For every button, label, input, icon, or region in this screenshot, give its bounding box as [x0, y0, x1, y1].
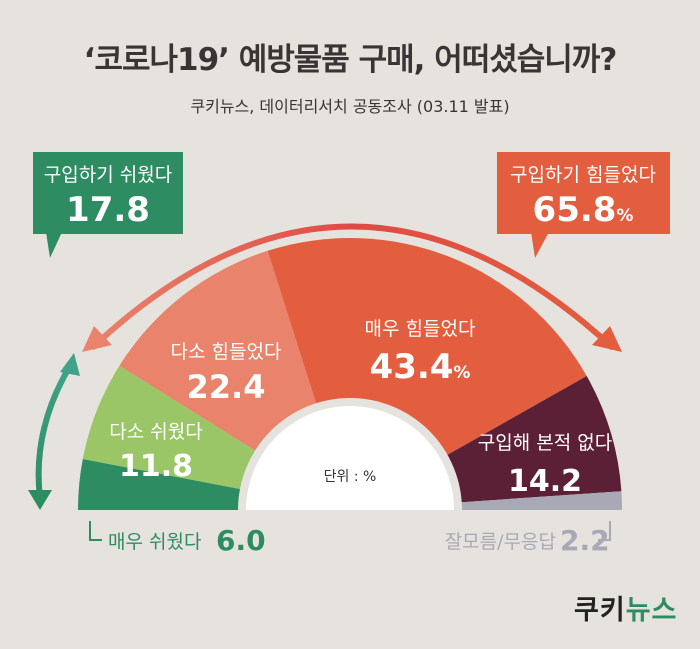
page-title: ‘코로나19’ 예방물품 구매, 어떠셨습니까?: [83, 42, 618, 78]
group-value-hard: 65.8%: [533, 190, 634, 230]
hub-center: [246, 406, 454, 510]
slice-label-3: 다소 힘들었다: [171, 341, 282, 363]
group-label-easy: 구입하기 쉬웠다: [44, 164, 172, 186]
brand-logo: 쿠키뉴스: [574, 595, 678, 626]
group-box-easy-tail: [46, 232, 62, 258]
group-box-hard: [497, 152, 670, 234]
left-arrow: [35, 364, 73, 499]
group-box-easy: [33, 152, 183, 234]
arc-arrowhead-right: [592, 326, 622, 352]
group-value-easy: 17.8: [66, 190, 150, 230]
left-arrowhead-up: [60, 353, 80, 376]
unit-note: 단위 : %: [324, 469, 377, 485]
slice-label-2: 다소 쉬웠다: [109, 421, 202, 443]
arc-arrow: [89, 223, 616, 351]
slice-value-2: 11.8: [119, 449, 193, 484]
bracket-left: [89, 521, 102, 541]
slice-value-5: 14.2: [508, 464, 582, 499]
slice-value-1: 6.0: [216, 524, 266, 557]
slice-value-6: 2.2: [560, 524, 610, 557]
bracket-right: [598, 521, 611, 541]
slice-label-6: 잘모름/무응답: [445, 531, 556, 553]
arc-arrowhead-left: [82, 326, 112, 352]
group-box-hard-tail: [531, 232, 549, 258]
slice-value-3: 22.4: [187, 368, 266, 406]
slice-label-4: 매우 힘들었다: [365, 318, 476, 340]
slice-label-1: 매우 쉬웠다: [108, 531, 201, 553]
page-subtitle: 쿠키뉴스, 데이터리서치 공동조사 (03.11 발표): [190, 97, 510, 116]
group-label-hard: 구입하기 힘들었다: [510, 164, 656, 186]
slice-value-4: 43.4%: [370, 347, 471, 387]
left-arrowhead-down: [28, 490, 52, 510]
slice-label-5: 구입해 본적 없다: [478, 432, 612, 454]
